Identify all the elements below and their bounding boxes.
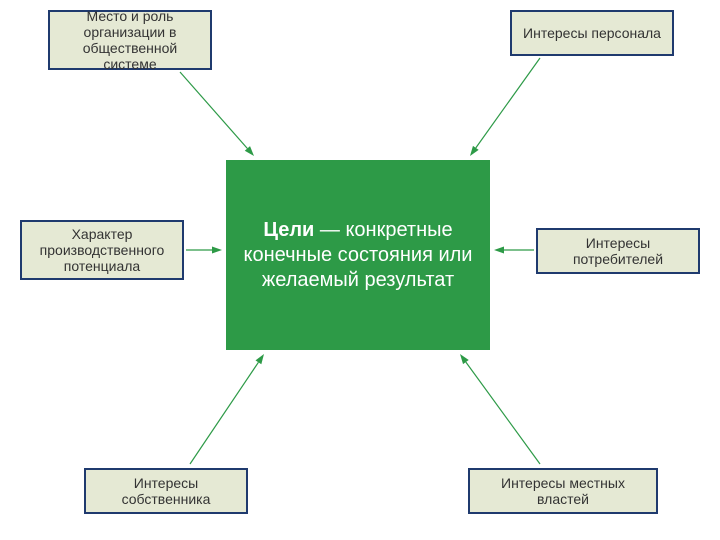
node-top-right: Интересы персонала: [510, 10, 674, 56]
node-label: Интересы местных властей: [476, 475, 650, 507]
center-text: Цели — конкретные конечные состояния или…: [234, 218, 482, 293]
node-top-left: Место и роль организации в общественной …: [48, 10, 212, 70]
node-label: Характер производственного потенциала: [28, 226, 176, 274]
node-bot-left: Интересы собственника: [84, 468, 248, 514]
node-label: Место и роль организации в общественной …: [56, 8, 204, 72]
node-label: Интересы персонала: [523, 25, 661, 41]
node-bot-right: Интересы местных властей: [468, 468, 658, 514]
node-center: Цели — конкретные конечные состояния или…: [226, 160, 490, 350]
node-mid-left: Характер производственного потенциала: [20, 220, 184, 280]
node-label: Интересы потребителей: [544, 235, 692, 267]
center-bold: Цели: [263, 219, 314, 241]
node-label: Интересы собственника: [92, 475, 240, 507]
node-mid-right: Интересы потребителей: [536, 228, 700, 274]
